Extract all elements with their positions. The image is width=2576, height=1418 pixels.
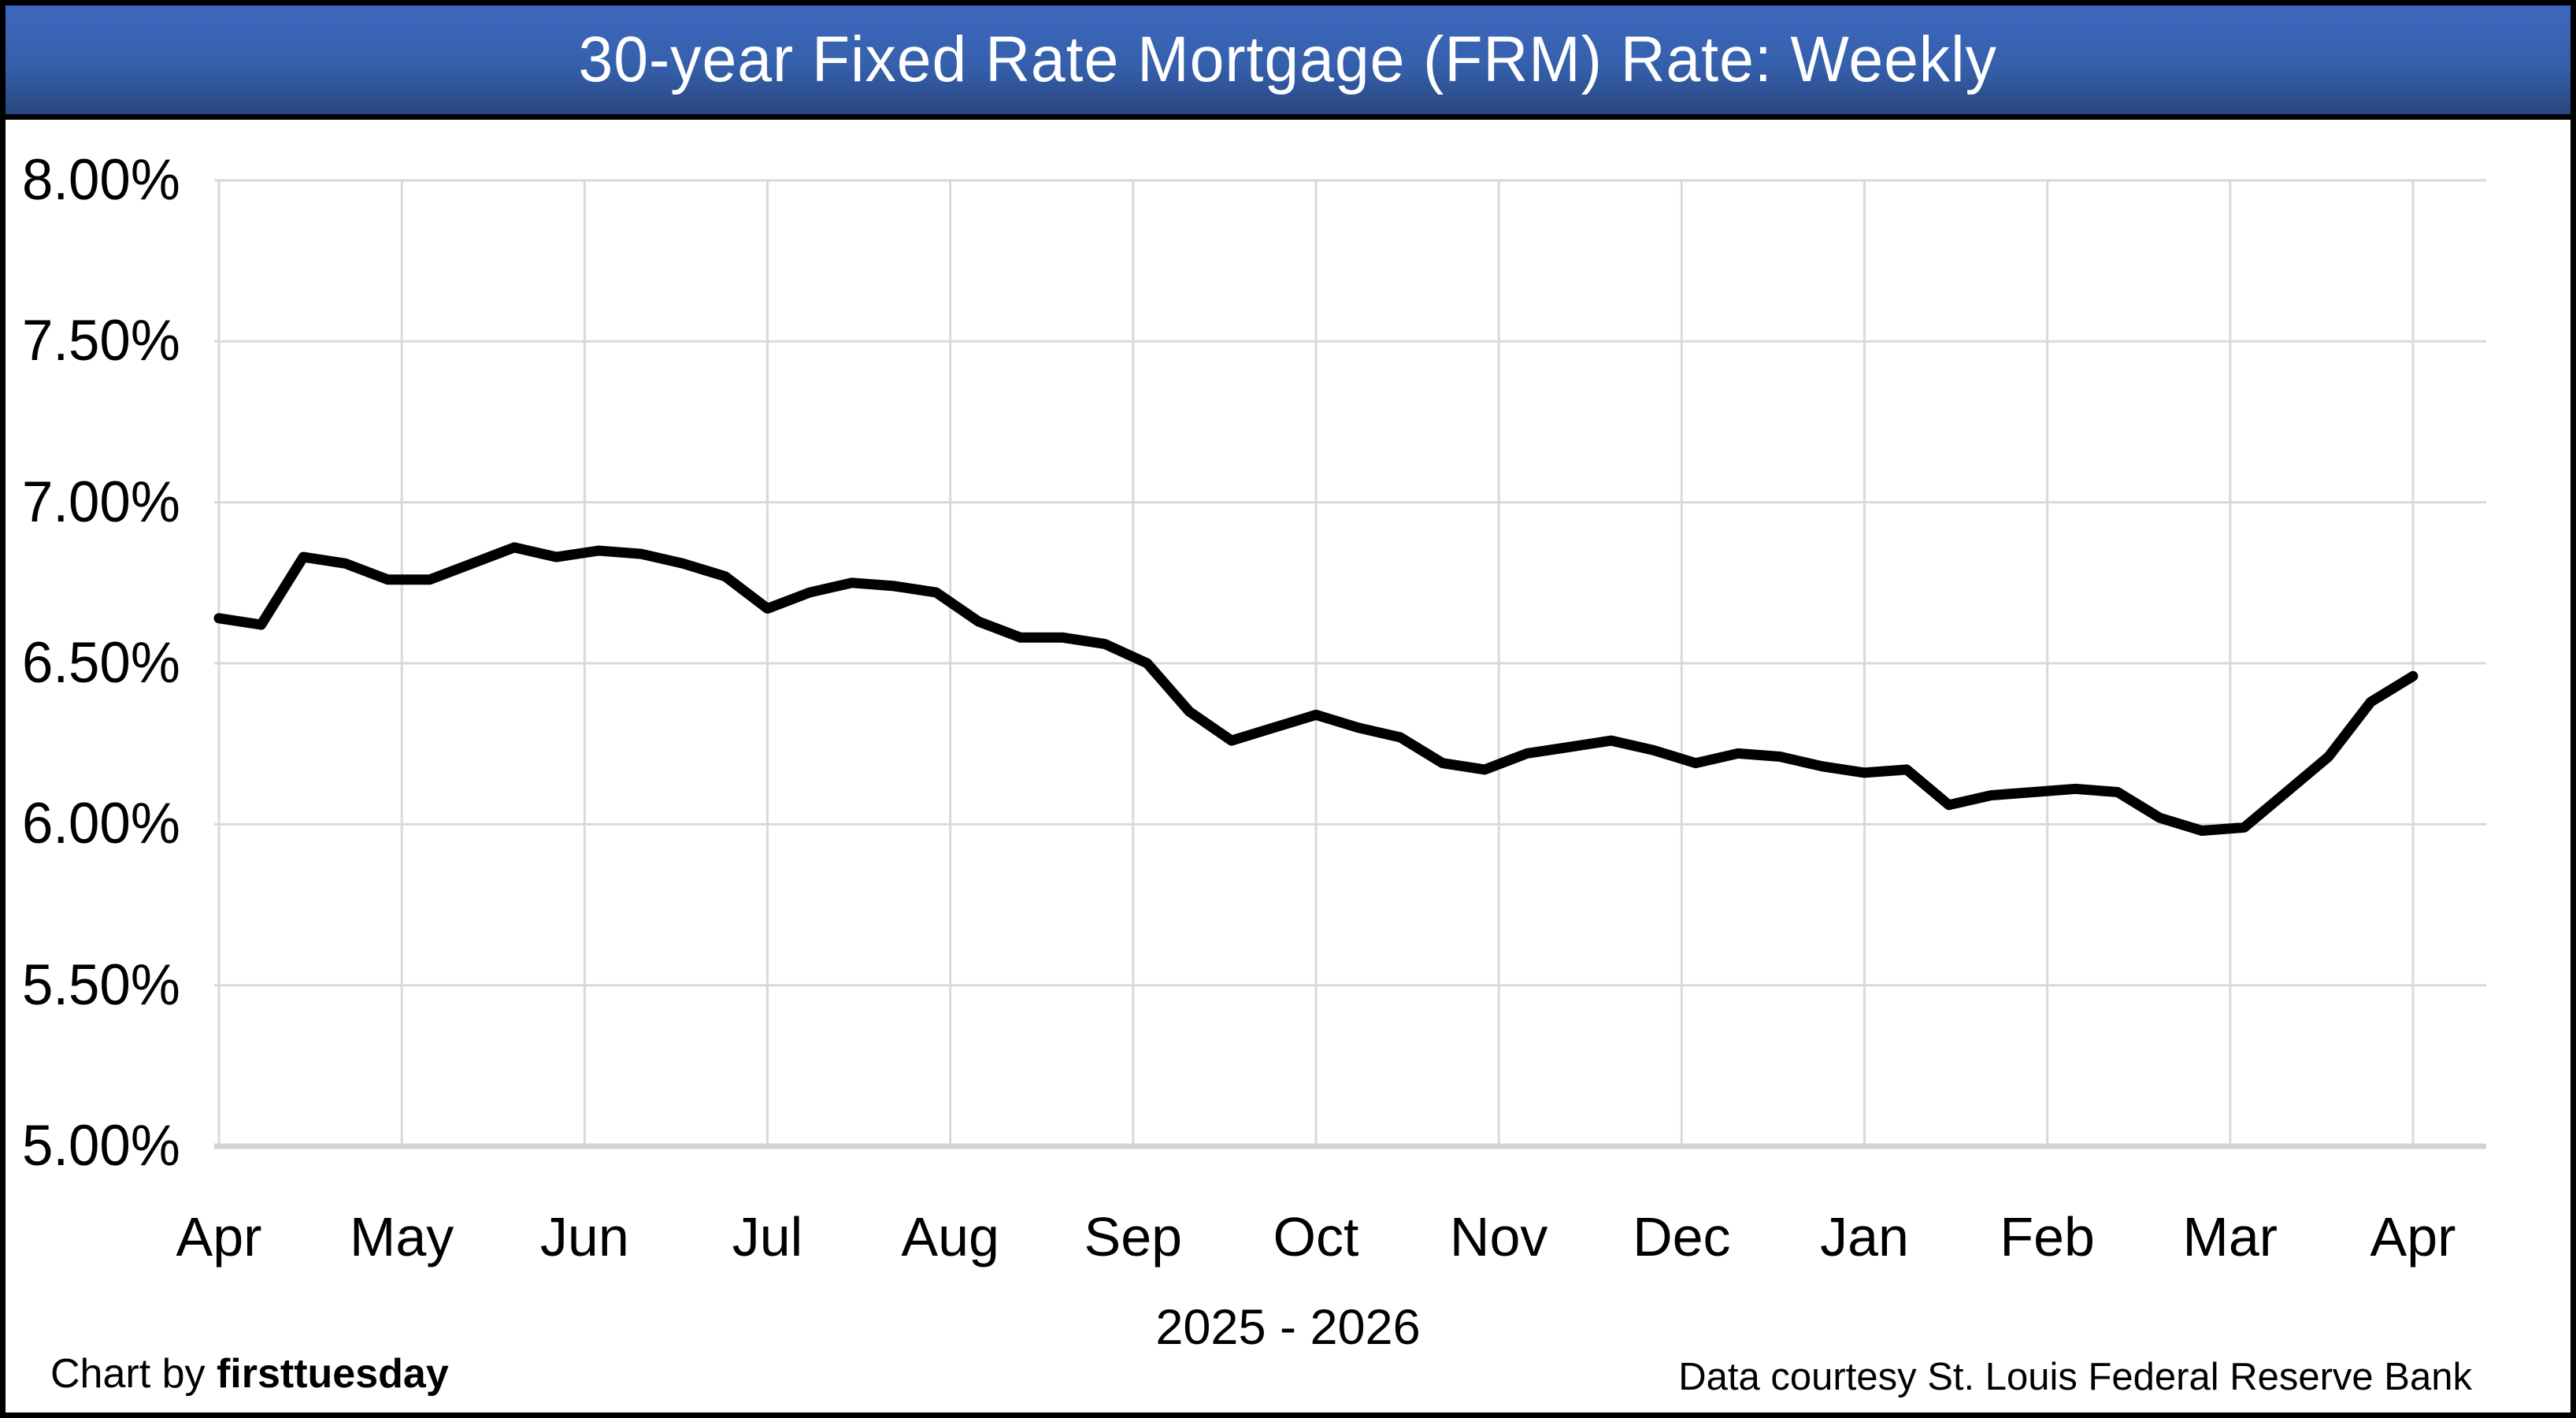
y-tick-label: 7.00% xyxy=(22,470,180,534)
x-tick-label: Apr xyxy=(176,1206,262,1268)
x-tick-label: Nov xyxy=(1449,1206,1548,1268)
x-tick-label: Jan xyxy=(1820,1206,1909,1268)
x-tick-label: Feb xyxy=(2000,1206,2095,1268)
frm-rate-line xyxy=(213,542,2418,836)
x-tick-label: Mar xyxy=(2182,1206,2278,1268)
chart-title-bar: 30-year Fixed Rate Mortgage (FRM) Rate: … xyxy=(6,6,2570,120)
x-axis-title: 2025 - 2026 xyxy=(1155,1300,1421,1355)
y-tick-label: 5.00% xyxy=(22,1114,180,1178)
chart-credit: Chart by firsttuesday xyxy=(50,1350,449,1398)
x-tick-label: May xyxy=(350,1206,454,1268)
y-tick-label: 7.50% xyxy=(22,309,180,373)
x-tick-label: Apr xyxy=(2370,1206,2456,1268)
x-tick-label: Jul xyxy=(732,1206,803,1268)
y-tick-label: 6.50% xyxy=(22,631,180,695)
chart-credit-brand: firsttuesday xyxy=(216,1351,449,1397)
y-tick-label: 5.50% xyxy=(22,952,180,1017)
data-source-credit: Data courtesy St. Louis Federal Reserve … xyxy=(1678,1356,2472,1398)
chart-credit-prefix: Chart by xyxy=(50,1351,217,1397)
x-tick-label: Oct xyxy=(1273,1206,1359,1268)
x-tick-label: Sep xyxy=(1084,1206,1183,1268)
x-tick-label: Jun xyxy=(539,1206,629,1268)
x-tick-label: Dec xyxy=(1633,1206,1731,1268)
y-tick-label: 6.00% xyxy=(22,792,180,856)
x-tick-label: Aug xyxy=(901,1206,999,1268)
chart-title: 30-year Fixed Rate Mortgage (FRM) Rate: … xyxy=(578,24,1998,95)
y-tick-label: 8.00% xyxy=(22,148,180,212)
